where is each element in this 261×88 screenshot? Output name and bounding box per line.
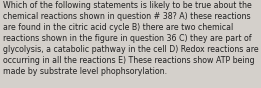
Text: Which of the following statements is likely to be true about the
chemical reacti: Which of the following statements is lik… <box>3 1 259 76</box>
